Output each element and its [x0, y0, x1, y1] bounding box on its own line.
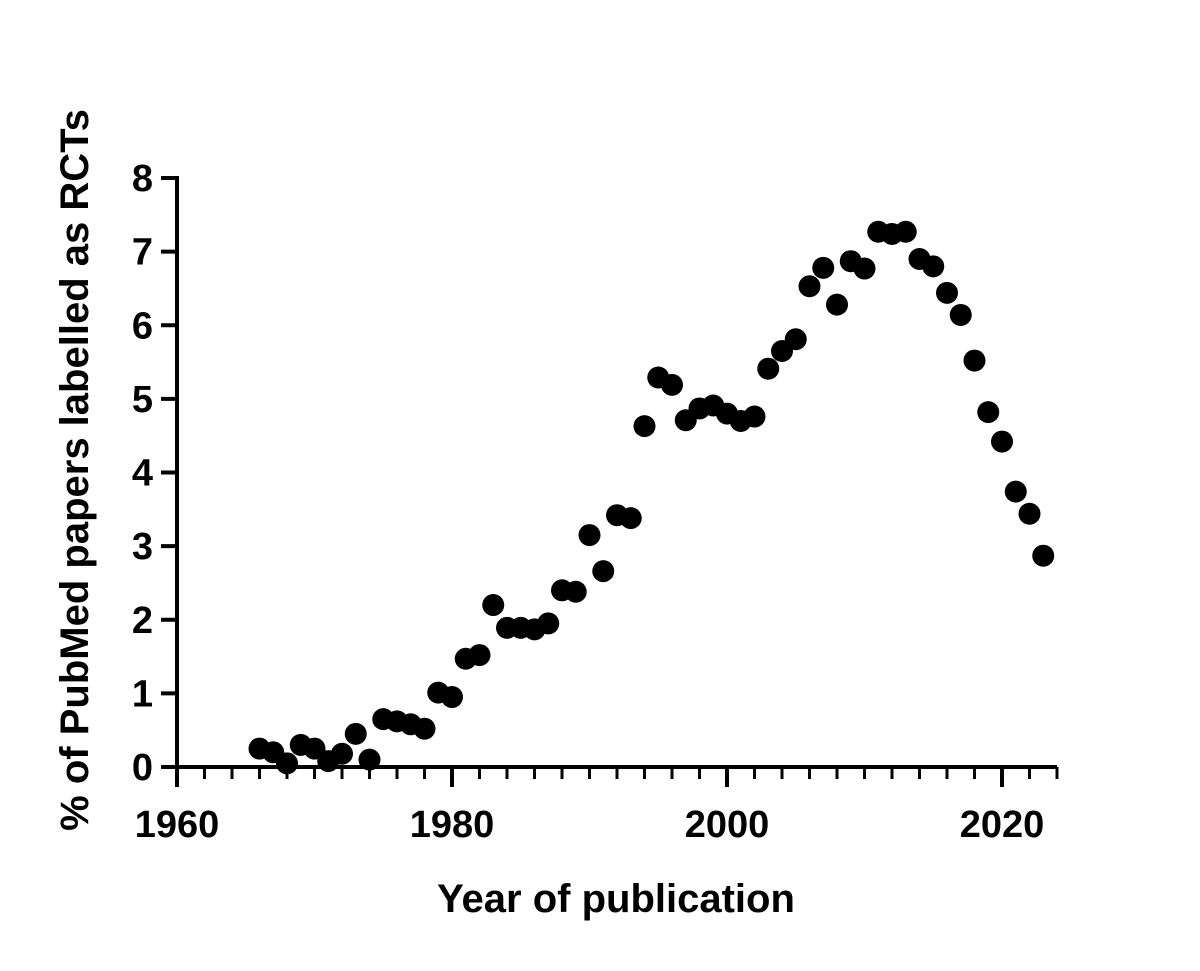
y-tick-label-6: 6 [132, 305, 153, 347]
y-tick-label-0: 0 [132, 747, 153, 789]
y-tick-label-7: 7 [132, 232, 153, 274]
x-tick-label-2020: 2020 [960, 804, 1045, 846]
data-point-1982 [468, 644, 491, 667]
x-tick-label-2000: 2000 [685, 804, 770, 846]
data-point-2007 [812, 256, 835, 279]
data-point-1980 [441, 686, 463, 709]
y-tick-label-8: 8 [132, 158, 153, 200]
data-points [248, 220, 1055, 775]
data-point-2006 [798, 275, 821, 298]
data-point-2003 [757, 357, 780, 380]
data-point-1993 [619, 507, 642, 530]
data-point-1994 [633, 415, 656, 438]
data-point-1989 [564, 580, 587, 603]
data-point-1990 [578, 524, 601, 547]
data-point-1972 [331, 742, 353, 765]
data-point-1978 [413, 717, 436, 740]
data-point-1974 [358, 748, 381, 771]
data-point-1987 [537, 612, 560, 635]
data-point-2015 [922, 255, 945, 278]
data-point-1996 [661, 373, 683, 396]
data-point-1968 [276, 752, 298, 775]
data-point-2008 [826, 293, 848, 316]
y-axis-ticks: 0 1 2 3 4 5 6 7 8 [132, 158, 177, 789]
data-point-2021 [1004, 480, 1027, 503]
data-point-2018 [963, 349, 986, 372]
y-tick-label-4: 4 [132, 453, 153, 495]
y-tick-label-3: 3 [132, 526, 153, 568]
x-tick-label-1960: 1960 [135, 804, 220, 846]
data-point-1973 [344, 722, 367, 745]
data-point-1983 [482, 594, 505, 617]
data-point-2013 [894, 220, 917, 243]
data-point-2020 [991, 430, 1013, 453]
data-point-2016 [936, 281, 958, 304]
plot-area: 0 1 2 3 4 5 6 7 8 1960 1980 2000 2020 [132, 158, 1059, 846]
x-axis-title: Year of publication [437, 877, 795, 921]
data-point-2017 [949, 303, 972, 326]
data-point-1991 [592, 560, 615, 583]
data-point-2019 [977, 401, 1000, 424]
data-point-2005 [784, 328, 807, 351]
x-axis-ticks: 1960 1980 2000 2020 [135, 767, 1059, 846]
y-tick-label-5: 5 [132, 379, 153, 421]
y-tick-label-1: 1 [132, 673, 153, 715]
x-tick-label-1980: 1980 [410, 804, 495, 846]
y-axis-title: % of PubMed papers labelled as RCTs [53, 109, 97, 831]
data-point-2010 [853, 257, 876, 280]
data-point-2002 [743, 405, 766, 428]
data-point-2022 [1018, 502, 1041, 525]
data-point-2023 [1032, 544, 1055, 567]
y-tick-label-2: 2 [132, 600, 153, 642]
